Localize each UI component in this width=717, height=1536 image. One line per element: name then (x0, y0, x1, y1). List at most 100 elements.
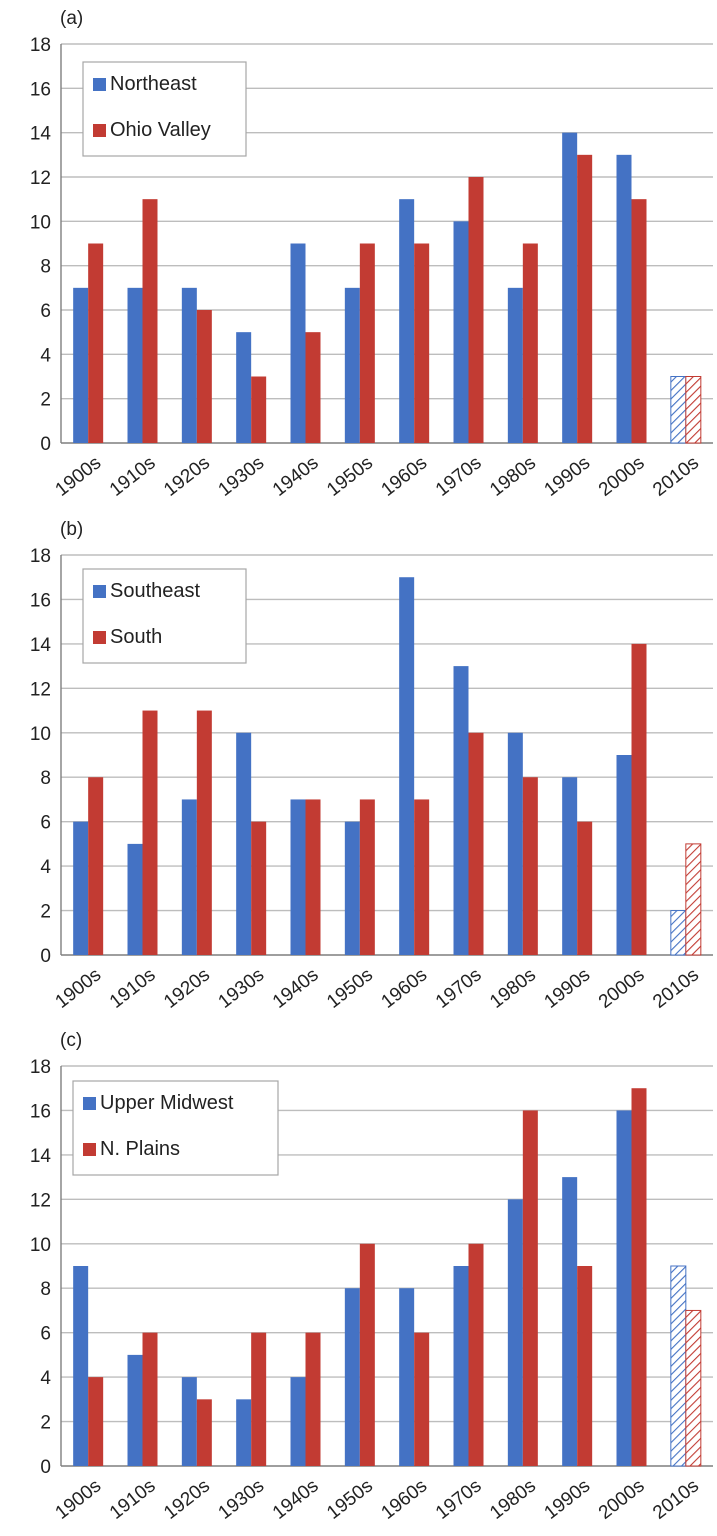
x-tick-label: 1920s (160, 1475, 214, 1523)
bar-series-2-1940s (305, 332, 321, 443)
y-tick-label: 10 (30, 212, 51, 233)
y-tick-label: 18 (30, 1057, 51, 1078)
bar-series-1-1920s (181, 1377, 197, 1466)
bar-series-2-1950s (359, 243, 375, 443)
bar-series-1-1970s (453, 221, 469, 443)
legend-frame (72, 1080, 279, 1176)
x-tick-label: 1960s (378, 452, 432, 500)
y-tick-label: 16 (30, 79, 51, 100)
y-tick-label: 4 (40, 345, 51, 366)
bar-series-1-1950s (344, 1288, 360, 1466)
bar-series-1-1940s (290, 799, 306, 955)
x-tick-label: 1970s (432, 964, 486, 1012)
bar-series-1-1910s (127, 843, 143, 955)
bar-series-1-1960s (399, 199, 415, 443)
y-tick-label: 2 (40, 1413, 51, 1434)
x-tick-label: 1990s (541, 964, 595, 1012)
x-tick-label: 1980s (486, 452, 540, 500)
bar-series-1-1930s (236, 1399, 252, 1466)
bar-series-2-1970s (468, 732, 484, 955)
bar-series-1-1970s (453, 666, 469, 955)
legend-swatch (83, 1097, 96, 1110)
y-tick-label: 8 (40, 257, 51, 278)
bar-series-2-1900s (88, 777, 104, 955)
y-tick-label: 14 (30, 124, 52, 145)
y-tick-label: 6 (40, 813, 51, 834)
y-tick-label: 2 (40, 902, 51, 923)
x-tick-label: 1900s (52, 452, 106, 500)
bar-series-1-1980s (507, 732, 523, 955)
y-tick-label: 6 (40, 301, 51, 322)
bar-series-1-1940s (290, 243, 306, 443)
y-tick-label: 0 (40, 1457, 51, 1478)
x-tick-label: 1920s (160, 452, 214, 500)
x-tick-label: 1930s (215, 1475, 269, 1523)
y-tick-label: 8 (40, 1279, 51, 1300)
bar-series-1-1950s (344, 287, 360, 443)
x-tick-label: 1940s (269, 452, 323, 500)
bar-series-2-2010s (685, 1309, 702, 1467)
y-tick-label: 6 (40, 1324, 51, 1345)
bar-series-2-1920s (196, 310, 212, 443)
bar-series-1-1920s (181, 799, 197, 955)
y-tick-label: 4 (40, 857, 51, 878)
bar-series-1-2000s (616, 154, 632, 444)
x-tick-label: 1930s (215, 452, 269, 500)
y-tick-label: 8 (40, 768, 51, 789)
legend: Northeast Ohio Valley (82, 61, 247, 157)
x-tick-label: 1990s (541, 1475, 595, 1523)
bar-series-2-1990s (577, 154, 593, 444)
legend-entry-label: Upper Midwest (100, 1092, 234, 1114)
bar-series-2-1960s (414, 243, 430, 443)
x-tick-label: 1980s (486, 964, 540, 1012)
bar-series-2-1960s (414, 799, 430, 955)
bar-series-2-1900s (88, 243, 104, 443)
legend: Southeast South (82, 568, 247, 664)
x-tick-label: 1940s (269, 964, 323, 1012)
panel-label: (a) (60, 8, 83, 29)
bar-series-2-1980s (522, 1110, 538, 1466)
x-tick-label: 1950s (323, 1475, 377, 1523)
bar-series-2-1910s (142, 1332, 158, 1466)
bar-series-1-1900s (73, 821, 89, 955)
x-tick-label: 1920s (160, 964, 214, 1012)
bar-series-1-1990s (562, 777, 578, 955)
x-tick-label: 1950s (323, 452, 377, 500)
x-tick-label: 1900s (52, 964, 106, 1012)
panel-label: (c) (60, 1030, 82, 1051)
legend-frame (82, 61, 247, 157)
y-tick-label: 12 (30, 1190, 51, 1211)
bar-series-1-1930s (236, 332, 252, 443)
bar-series-1-2010s (670, 910, 687, 956)
y-tick-label: 12 (30, 168, 51, 189)
legend-frame (82, 568, 247, 664)
x-tick-label: 1960s (378, 1475, 432, 1523)
bar-series-2-2000s (631, 1088, 647, 1466)
y-tick-label: 10 (30, 724, 51, 745)
bar-series-1-1990s (562, 1177, 578, 1466)
bar-series-1-1990s (562, 132, 578, 443)
bar-series-1-2000s (616, 755, 632, 955)
bar-series-2-1940s (305, 1332, 321, 1466)
y-tick-label: 0 (40, 946, 51, 967)
legend: Upper Midwest N. Plains (72, 1080, 279, 1176)
bar-series-1-1910s (127, 287, 143, 443)
bar-series-1-2000s (616, 1110, 632, 1466)
bar-series-2-2000s (631, 199, 647, 443)
bar-series-2-1990s (577, 821, 593, 955)
bar-series-1-1930s (236, 732, 252, 955)
x-tick-label: 1910s (106, 964, 160, 1012)
y-tick-label: 12 (30, 679, 51, 700)
bar-series-2-1930s (251, 821, 267, 955)
bar-series-2-1980s (522, 777, 538, 955)
x-tick-label: 1980s (486, 1475, 540, 1523)
bar-series-1-1910s (127, 1354, 143, 1466)
bar-series-1-1980s (507, 287, 523, 443)
x-tick-label: 2010s (649, 452, 703, 500)
y-tick-label: 10 (30, 1235, 51, 1256)
x-tick-label: 1910s (106, 452, 160, 500)
legend-entry-label: Southeast (110, 580, 201, 602)
bar-series-2-1910s (142, 199, 158, 443)
bar-series-2-1900s (88, 1377, 104, 1466)
